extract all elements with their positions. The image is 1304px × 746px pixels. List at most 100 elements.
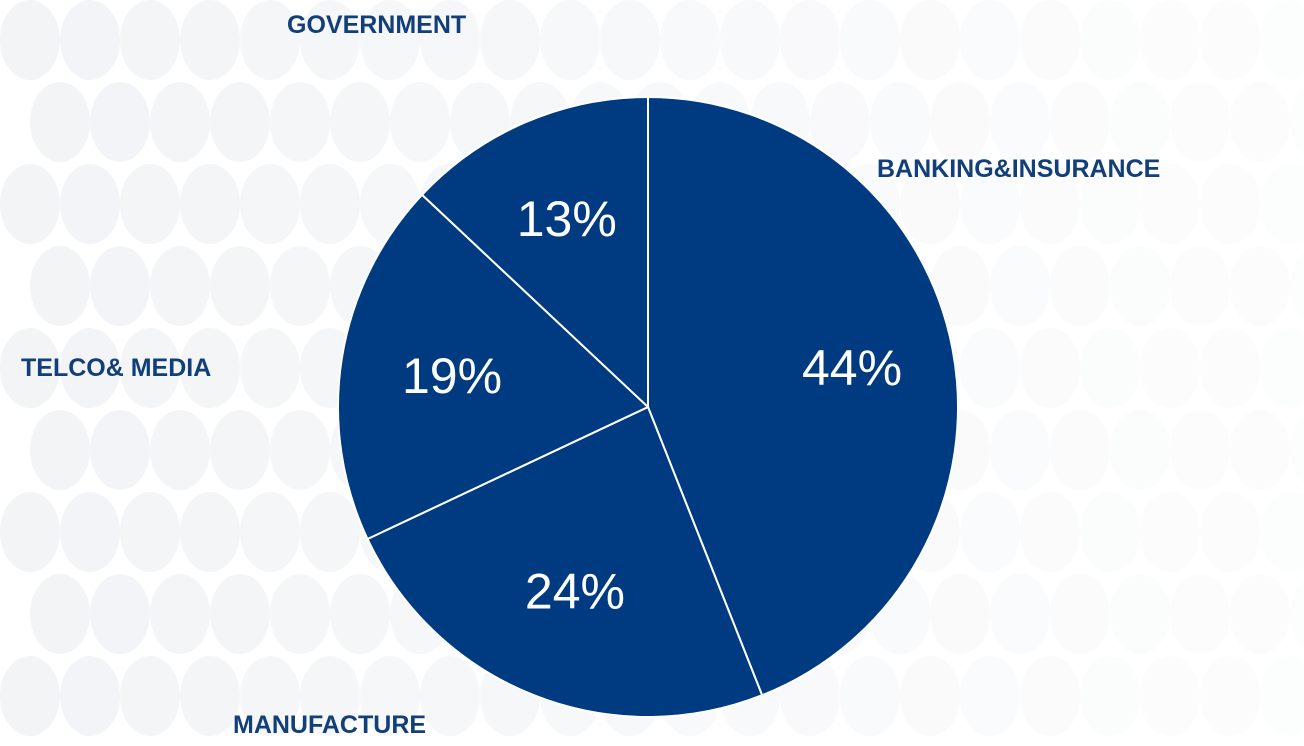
value-label-government: 13% (517, 191, 617, 247)
category-label-banking-insurance: BANKING&INSURANCE (877, 155, 1161, 183)
pattern-dot (120, 656, 180, 736)
pattern-dot (210, 410, 270, 490)
pattern-dot (120, 492, 180, 572)
pattern-dot (150, 574, 210, 654)
pattern-dot (300, 0, 360, 80)
pattern-dot (840, 0, 900, 80)
pattern-dot (120, 328, 180, 408)
value-label-telco-media: 19% (402, 348, 502, 404)
pattern-dot (540, 0, 600, 80)
pattern-dot (960, 492, 1020, 572)
pattern-dot (270, 82, 330, 162)
pattern-dot (90, 82, 150, 162)
pattern-dot (420, 0, 480, 80)
pattern-dot (210, 574, 270, 654)
pattern-dot (930, 246, 990, 326)
pattern-dot (270, 410, 330, 490)
pattern-dot (420, 656, 480, 736)
pattern-dot (1200, 492, 1260, 572)
pattern-dot (60, 0, 120, 80)
pattern-dot (660, 0, 720, 80)
pattern-dot (930, 82, 990, 162)
pattern-dot (270, 246, 330, 326)
pattern-dot (1140, 164, 1200, 244)
pattern-dot (210, 82, 270, 162)
pattern-dot (300, 164, 360, 244)
pattern-dot (1230, 574, 1290, 654)
pattern-dot (360, 0, 420, 80)
pattern-dot (1260, 164, 1304, 244)
pattern-dot (0, 164, 60, 244)
pattern-dot (90, 574, 150, 654)
pie-slice-manufacture (366, 406, 764, 719)
pattern-dot (30, 574, 90, 654)
pattern-dot (900, 656, 960, 736)
value-label-banking-insurance: 44% (802, 340, 902, 396)
pattern-dot (810, 82, 870, 162)
pattern-dot (240, 164, 300, 244)
pattern-dot (1260, 0, 1304, 80)
pattern-dot (1230, 410, 1290, 490)
pattern-dot (30, 82, 90, 162)
pattern-dot (180, 328, 240, 408)
pattern-dot (1080, 492, 1140, 572)
pattern-dot (1170, 246, 1230, 326)
pattern-dot (1020, 328, 1080, 408)
pattern-dot (990, 246, 1050, 326)
pattern-dot (1290, 416, 1304, 484)
pattern-dot (1260, 328, 1304, 408)
pattern-dot (960, 164, 1020, 244)
pattern-dot (1230, 246, 1290, 326)
pattern-dot (1200, 328, 1260, 408)
pattern-dot (300, 656, 360, 736)
pattern-dot (1140, 492, 1200, 572)
pattern-dot (1050, 246, 1110, 326)
pie-value-labels: 44% 24% 19% 13% (402, 191, 902, 619)
pattern-dot (600, 0, 660, 80)
pattern-dot (120, 0, 180, 80)
pattern-dot (990, 82, 1050, 162)
pattern-dot (240, 656, 300, 736)
pattern-dot (1290, 252, 1304, 320)
pattern-dot (0, 328, 60, 408)
pattern-dot (60, 328, 120, 408)
pattern-dot (30, 246, 90, 326)
pattern-dot (1290, 88, 1304, 156)
pattern-dot (720, 0, 780, 80)
pattern-dot (1110, 410, 1170, 490)
pattern-dot (900, 0, 960, 80)
pattern-dot (1260, 492, 1304, 572)
pattern-dot (1020, 0, 1080, 80)
pattern-dot (30, 410, 90, 490)
pattern-dot (930, 574, 990, 654)
pattern-dot (60, 492, 120, 572)
pie-slice-telco-media (337, 193, 649, 540)
pattern-dot (1170, 82, 1230, 162)
category-label-telco-media: TELCO& MEDIA (21, 354, 212, 382)
pattern-dot (330, 82, 390, 162)
pattern-dot (330, 574, 390, 654)
pattern-dot (180, 0, 240, 80)
pattern-dot (1020, 492, 1080, 572)
pattern-dot (1200, 164, 1260, 244)
pattern-dot (0, 0, 60, 80)
pattern-dot (0, 492, 60, 572)
category-label-government: GOVERNMENT (287, 11, 467, 39)
pattern-dot (180, 656, 240, 736)
pattern-dot (1050, 410, 1110, 490)
pattern-dot (240, 328, 300, 408)
pattern-dot (90, 246, 150, 326)
pattern-dot (210, 246, 270, 326)
pattern-dot (240, 492, 300, 572)
pattern-dot (1080, 328, 1140, 408)
pattern-dot (180, 164, 240, 244)
pattern-dot (480, 0, 540, 80)
pattern-dot (870, 82, 930, 162)
pattern-dot (1140, 0, 1200, 80)
pattern-dot (150, 82, 210, 162)
pattern-dot (1290, 580, 1304, 648)
pattern-dot (1170, 574, 1230, 654)
pattern-dot (780, 0, 840, 80)
